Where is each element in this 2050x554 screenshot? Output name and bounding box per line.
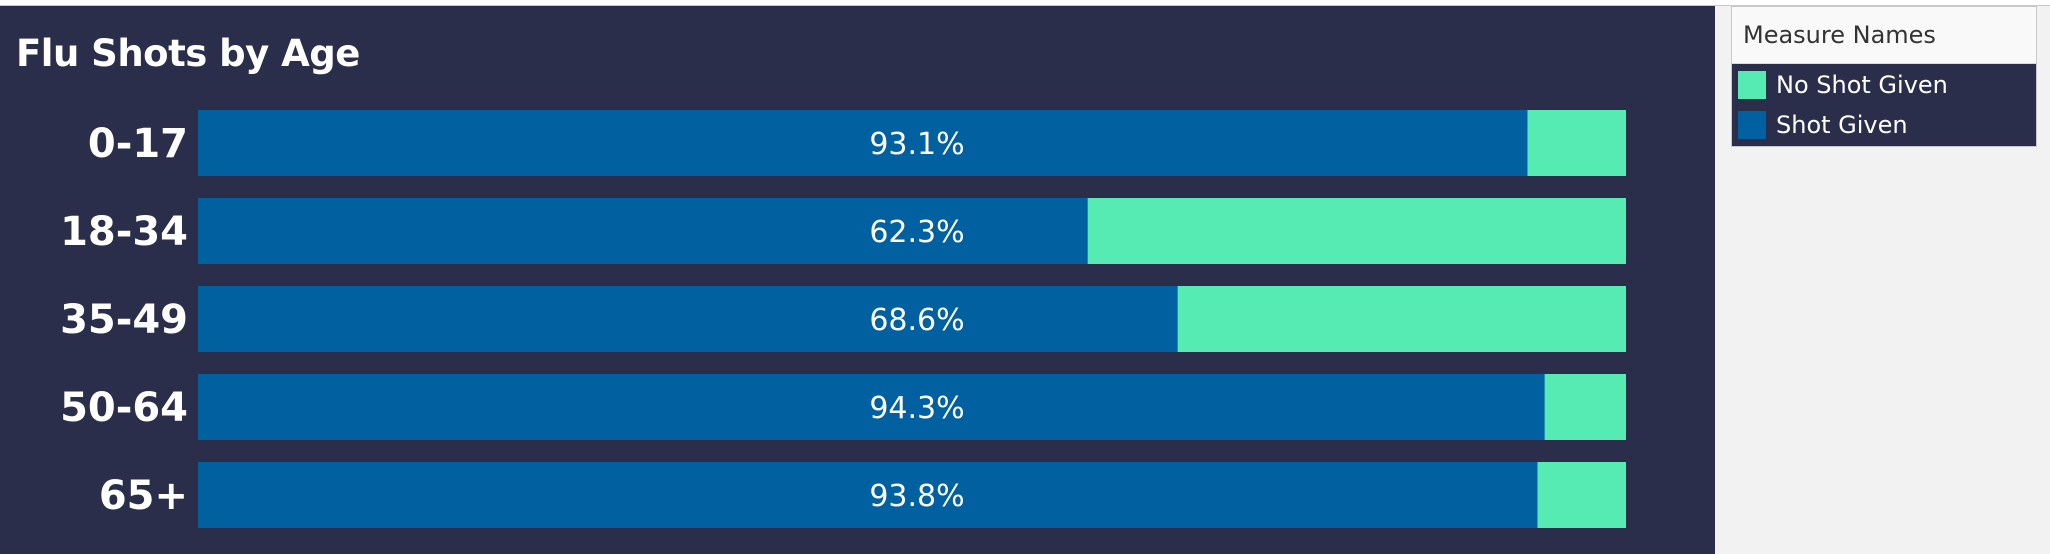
category-label-65plus: 65+ — [99, 473, 188, 519]
bar-shot-given-18-34[interactable] — [198, 198, 1088, 264]
legend-item-no-shot-given[interactable]: No Shot Given — [1738, 69, 1948, 101]
legend-swatch-shot-given — [1738, 111, 1766, 139]
chart-panel: Flu Shots by Age 0-17 93.1% 18-34 62.3% 35-4… — [0, 6, 1715, 554]
bar-shot-given-0-17[interactable] — [198, 110, 1528, 176]
category-label-50-64: 50-64 — [60, 385, 188, 431]
top-border — [0, 0, 2050, 6]
bar-no-shot-given-18-34[interactable] — [1087, 198, 1626, 264]
bar-shot-given-65plus[interactable] — [198, 462, 1538, 528]
category-label-18-34: 18-34 — [60, 209, 188, 255]
bar-no-shot-given-35-49[interactable] — [1177, 286, 1626, 352]
data-label-50-64: 94.3% — [869, 391, 964, 426]
data-label-35-49: 68.6% — [869, 303, 964, 338]
category-label-0-17: 0-17 — [88, 121, 188, 167]
chart-title: Flu Shots by Age — [16, 32, 360, 75]
legend-label-no-shot-given: No Shot Given — [1776, 71, 1948, 99]
data-label-0-17: 93.1% — [869, 127, 964, 162]
bar-chart: 0-17 93.1% 18-34 62.3% 35-49 68.6% 50-64 94.3% 6… — [60, 110, 1626, 528]
data-label-65plus: 93.8% — [869, 479, 964, 514]
legend-label-shot-given: Shot Given — [1776, 111, 1908, 139]
bar-no-shot-given-65plus[interactable] — [1537, 462, 1626, 528]
bar-no-shot-given-0-17[interactable] — [1527, 110, 1626, 176]
legend-title: Measure Names — [1732, 7, 2036, 64]
bar-shot-given-35-49[interactable] — [198, 286, 1178, 352]
data-label-18-34: 62.3% — [869, 215, 964, 250]
legend: Measure Names No Shot Given Shot Given — [1731, 6, 2037, 147]
bar-shot-given-50-64[interactable] — [198, 374, 1545, 440]
legend-swatch-no-shot-given — [1738, 71, 1766, 99]
bar-no-shot-given-50-64[interactable] — [1544, 374, 1626, 440]
legend-item-shot-given[interactable]: Shot Given — [1738, 109, 1908, 141]
category-label-35-49: 35-49 — [60, 297, 188, 343]
